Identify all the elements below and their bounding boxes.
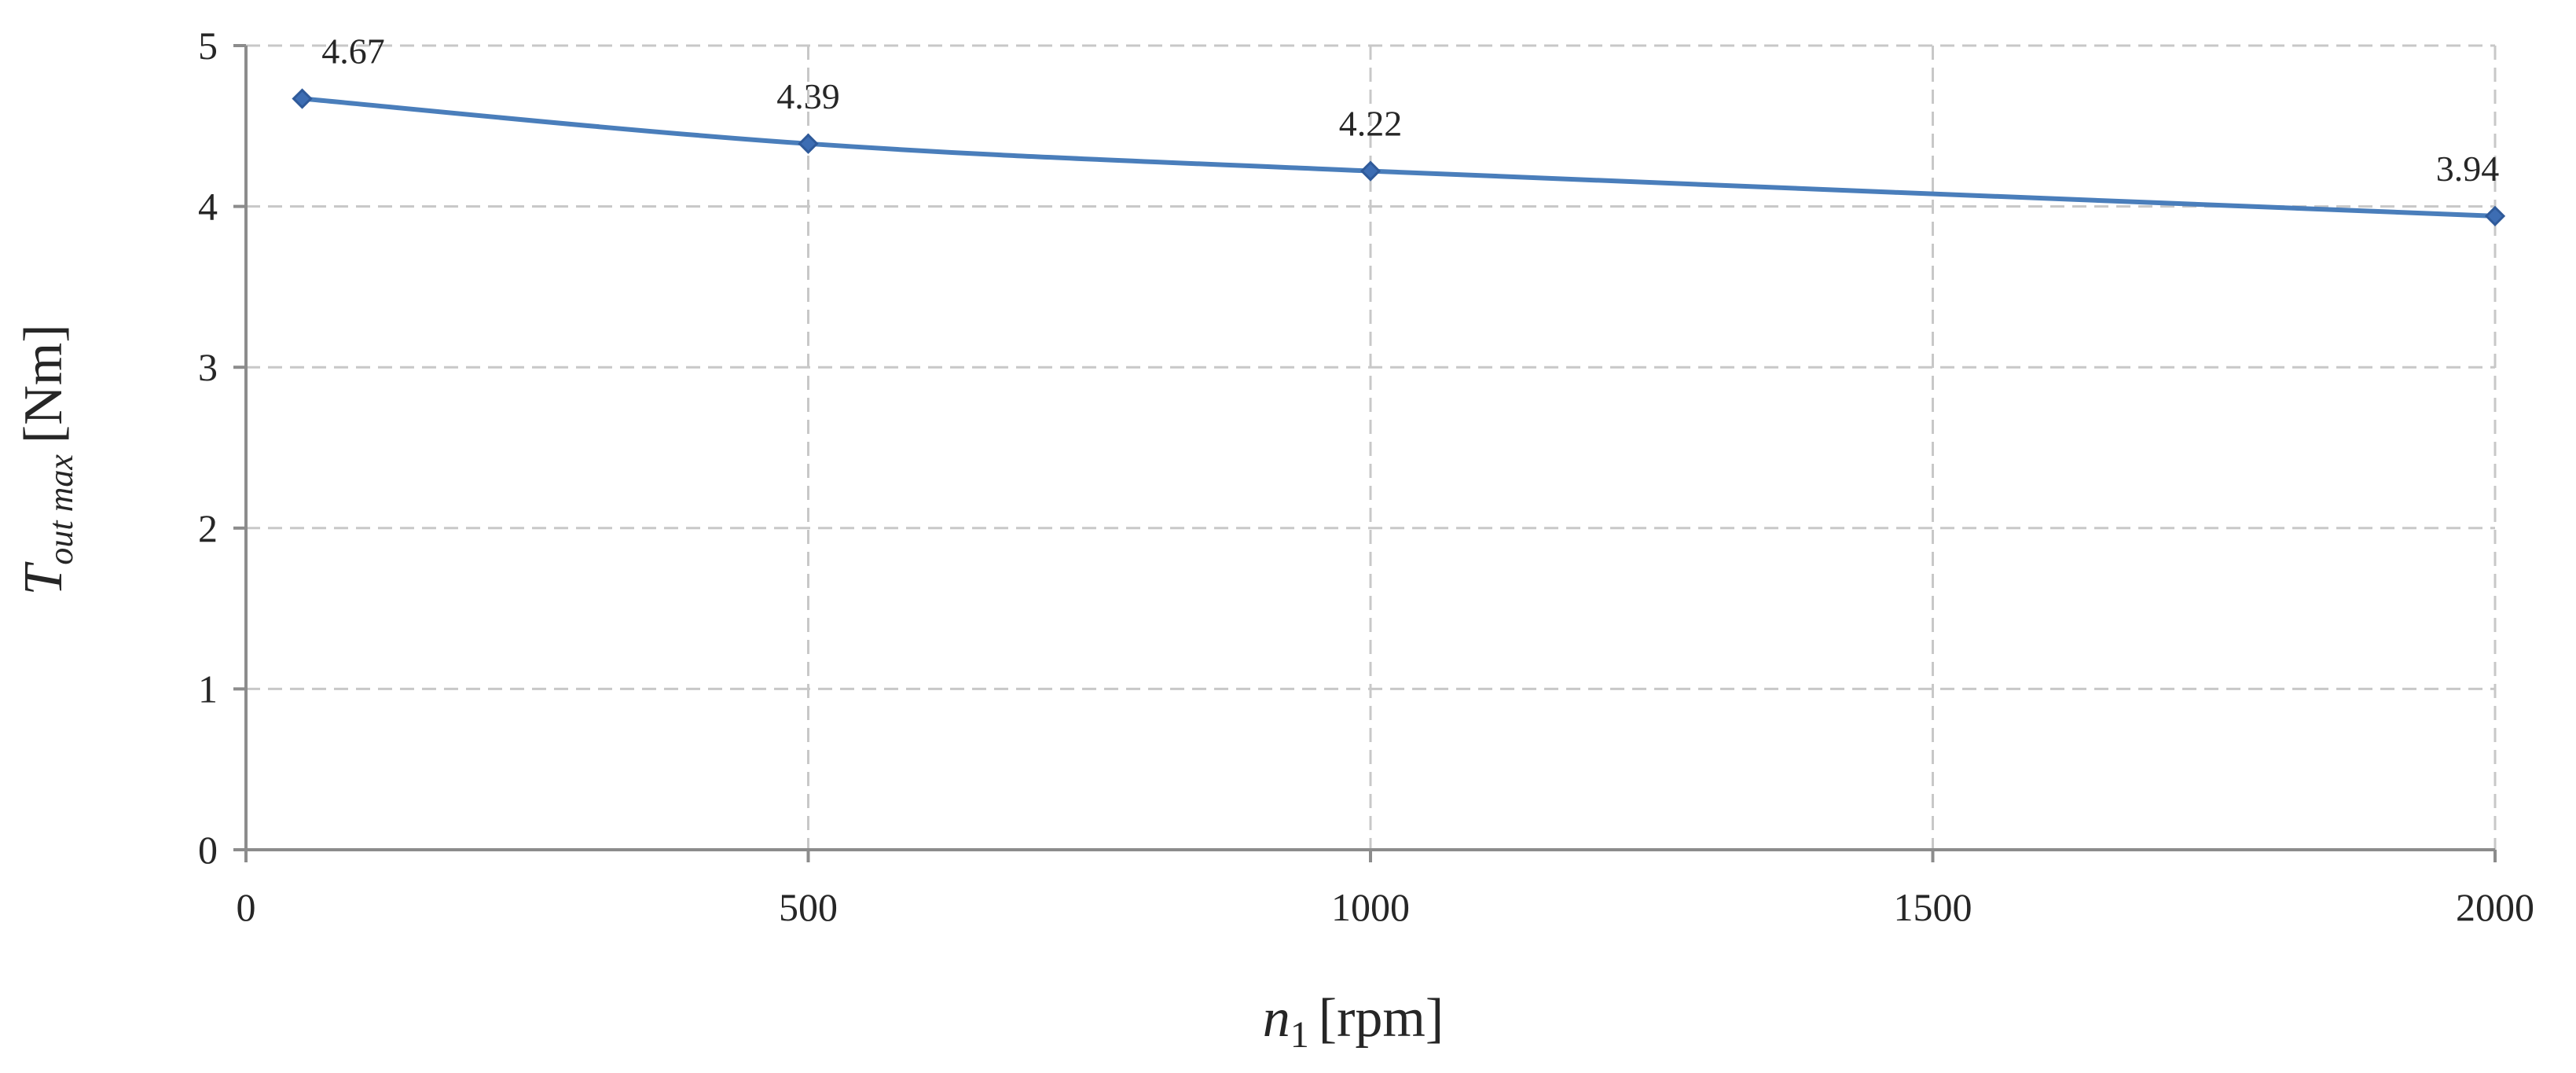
series-layer [292, 88, 2506, 226]
x-axis-title: n1 [rpm] [1263, 988, 1444, 1056]
y-tick-label-1: 1 [198, 667, 218, 711]
grid-lines [246, 44, 2497, 850]
y-axis-title-main: T [13, 561, 74, 596]
data-label-0: 4.67 [321, 31, 385, 72]
x-tick-label-0: 0 [237, 885, 256, 929]
data-label-3: 3.94 [2436, 149, 2500, 189]
y-tick-label-3: 3 [198, 345, 218, 389]
y-axis-title-unit: [Nm] [13, 324, 74, 443]
y-axis-title: Tout max [Nm] [13, 324, 80, 595]
y-axis-title-subscript: out max [42, 454, 80, 565]
data-labels: 4.67 4.39 4.22 3.94 [321, 31, 2499, 189]
x-axis-title-unit: [rpm] [1319, 988, 1444, 1049]
y-tick-label-4: 4 [198, 185, 218, 229]
y-tick-label-2: 2 [198, 506, 218, 550]
x-axis-title-subscript: 1 [1290, 1014, 1309, 1056]
x-tick-label-3: 1500 [1894, 885, 1972, 929]
axes [233, 44, 2497, 862]
data-point-3 [2484, 205, 2506, 226]
series-line-0 [299, 96, 2497, 219]
x-axis-title-main: n [1263, 988, 1290, 1049]
x-tick-label-2: 1000 [1331, 885, 1410, 929]
data-point-0 [292, 88, 313, 109]
data-label-2: 4.22 [1339, 104, 1403, 144]
data-point-1 [798, 133, 819, 154]
y-tick-label-5: 5 [198, 24, 218, 68]
tick-labels: 0 1 2 3 4 5 0 500 1000 1500 2000 [198, 24, 2534, 929]
y-tick-label-0: 0 [198, 828, 218, 872]
x-tick-label-4: 2000 [2456, 885, 2534, 929]
data-point-2 [1360, 160, 1382, 182]
x-tick-label-1: 500 [779, 885, 838, 929]
data-label-1: 4.39 [776, 76, 840, 116]
